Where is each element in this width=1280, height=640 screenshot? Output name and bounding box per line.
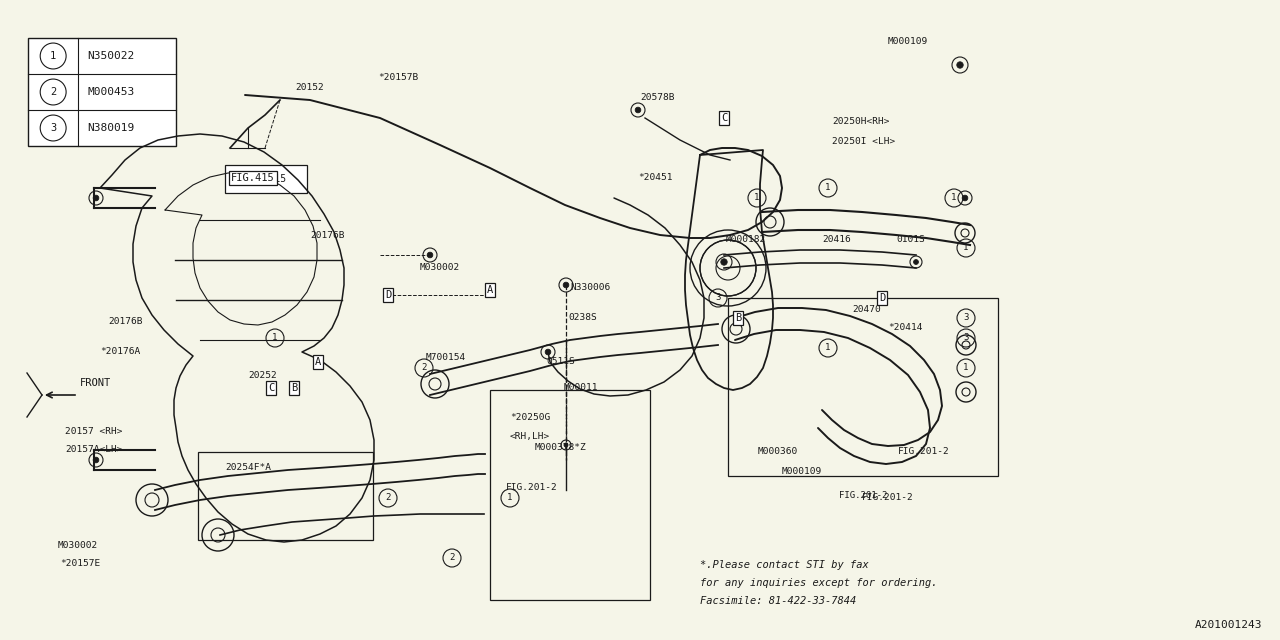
Circle shape xyxy=(428,252,433,258)
Text: 1: 1 xyxy=(951,193,956,202)
Text: M00011: M00011 xyxy=(564,383,599,392)
Text: A: A xyxy=(486,285,493,295)
Text: N330006: N330006 xyxy=(570,284,611,292)
Text: D: D xyxy=(385,290,392,300)
Circle shape xyxy=(721,259,727,265)
Text: C: C xyxy=(721,113,727,123)
Text: 3: 3 xyxy=(964,333,969,342)
Text: 20157 <RH>: 20157 <RH> xyxy=(65,428,123,436)
Text: 20152: 20152 xyxy=(294,83,324,93)
Text: 20254F*A: 20254F*A xyxy=(225,463,271,472)
Text: 20176B: 20176B xyxy=(310,230,344,239)
Bar xyxy=(490,390,650,600)
Text: 2: 2 xyxy=(421,364,426,372)
Text: 20157A<LH>: 20157A<LH> xyxy=(65,445,123,454)
Text: <RH,LH>: <RH,LH> xyxy=(509,431,550,440)
Bar xyxy=(225,165,307,193)
Text: D: D xyxy=(879,293,886,303)
Text: 3: 3 xyxy=(964,314,969,323)
Circle shape xyxy=(635,107,641,113)
Circle shape xyxy=(93,457,99,463)
Text: C: C xyxy=(268,383,274,393)
Text: 20470: 20470 xyxy=(852,305,881,314)
Bar xyxy=(198,452,372,540)
Bar xyxy=(28,38,177,146)
Bar xyxy=(728,298,998,476)
Text: 3: 3 xyxy=(50,123,56,133)
Circle shape xyxy=(914,260,919,264)
Text: 0238S: 0238S xyxy=(568,314,596,323)
Text: 1: 1 xyxy=(964,243,969,253)
Text: 1: 1 xyxy=(754,193,760,202)
Text: 2: 2 xyxy=(50,87,56,97)
Text: FIG.201-2: FIG.201-2 xyxy=(506,483,558,493)
Circle shape xyxy=(957,62,964,68)
Text: A: A xyxy=(315,357,321,367)
Text: *20250G: *20250G xyxy=(509,413,550,422)
Text: for any inquiries except for ordering.: for any inquiries except for ordering. xyxy=(700,578,937,588)
Text: N380019: N380019 xyxy=(87,123,134,133)
Text: 1: 1 xyxy=(273,333,278,342)
Text: FIG.415: FIG.415 xyxy=(232,173,275,183)
Text: 20416: 20416 xyxy=(822,236,851,244)
Text: N350022: N350022 xyxy=(87,51,134,61)
Text: B: B xyxy=(735,313,741,323)
Text: 20578B: 20578B xyxy=(640,93,675,102)
Text: M030002: M030002 xyxy=(420,264,461,273)
Text: FIG.415: FIG.415 xyxy=(246,174,287,184)
Text: M000109: M000109 xyxy=(782,467,822,477)
Text: *.Please contact STI by fax: *.Please contact STI by fax xyxy=(700,560,869,570)
Circle shape xyxy=(564,443,568,447)
Text: 1: 1 xyxy=(826,344,831,353)
Text: 0511S: 0511S xyxy=(547,358,575,367)
Text: 20176B: 20176B xyxy=(108,317,142,326)
Text: M000360: M000360 xyxy=(758,447,799,456)
Text: 20250I <LH>: 20250I <LH> xyxy=(832,138,895,147)
Circle shape xyxy=(563,282,568,288)
Text: 1: 1 xyxy=(50,51,56,61)
Text: M000378*Z: M000378*Z xyxy=(535,444,586,452)
Text: M000109: M000109 xyxy=(888,38,928,47)
Text: *20414: *20414 xyxy=(888,323,923,333)
Text: *20176A: *20176A xyxy=(100,348,141,356)
Circle shape xyxy=(93,195,99,201)
Text: 3: 3 xyxy=(716,294,721,303)
Circle shape xyxy=(963,195,968,201)
Text: M030002: M030002 xyxy=(58,541,99,550)
Circle shape xyxy=(545,349,550,355)
Text: FIG.201-2: FIG.201-2 xyxy=(899,447,950,456)
Text: FIG.201-2: FIG.201-2 xyxy=(861,493,914,502)
Text: *20157B: *20157B xyxy=(378,74,419,83)
Text: *20451: *20451 xyxy=(637,173,672,182)
Text: *20157E: *20157E xyxy=(60,559,100,568)
Text: FRONT: FRONT xyxy=(79,378,111,388)
Text: M700154: M700154 xyxy=(426,353,466,362)
Text: FIG.201-2: FIG.201-2 xyxy=(838,491,887,500)
Text: A201001243: A201001243 xyxy=(1194,620,1262,630)
Text: 0101S: 0101S xyxy=(896,236,924,244)
Text: M000182: M000182 xyxy=(726,236,767,244)
Text: B: B xyxy=(291,383,297,393)
Text: 2: 2 xyxy=(385,493,390,502)
Text: 1: 1 xyxy=(826,184,831,193)
Text: 20250H<RH>: 20250H<RH> xyxy=(832,118,890,127)
Text: 2: 2 xyxy=(449,554,454,563)
Text: 1: 1 xyxy=(507,493,513,502)
Text: 20252: 20252 xyxy=(248,371,276,380)
Text: Facsimile: 81-422-33-7844: Facsimile: 81-422-33-7844 xyxy=(700,596,856,606)
Text: 1: 1 xyxy=(964,364,969,372)
Text: M000453: M000453 xyxy=(87,87,134,97)
